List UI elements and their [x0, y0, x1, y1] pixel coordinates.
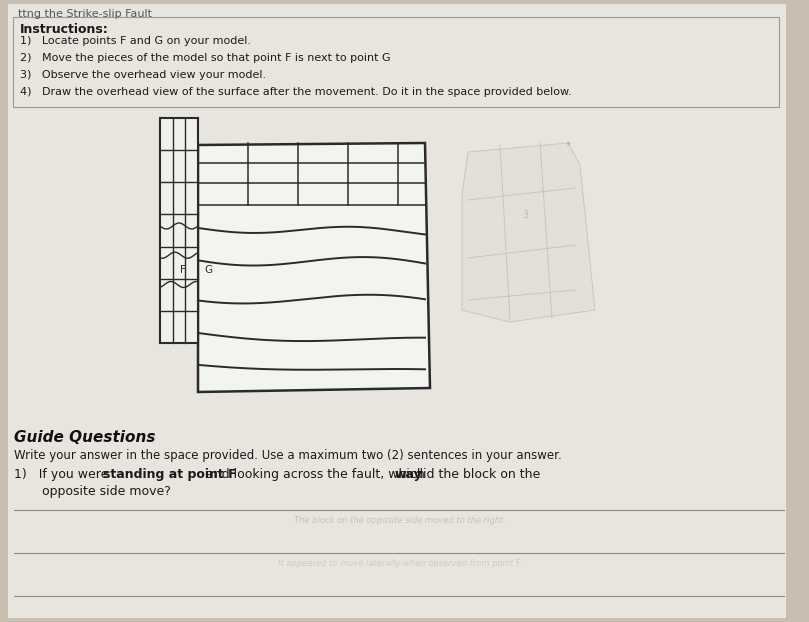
Text: and looking across the fault, which: and looking across the fault, which	[202, 468, 429, 481]
FancyBboxPatch shape	[13, 17, 779, 107]
Text: G: G	[204, 265, 212, 275]
Text: 3: 3	[522, 210, 528, 220]
Text: It appeared to move laterally when observed from point F.: It appeared to move laterally when obser…	[277, 559, 523, 568]
Text: The block on the opposite side moved to the right.: The block on the opposite side moved to …	[294, 516, 506, 525]
FancyBboxPatch shape	[160, 118, 198, 343]
Text: 4)   Draw the overhead view of the surface after the movement. Do it in the spac: 4) Draw the overhead view of the surface…	[20, 87, 572, 97]
Polygon shape	[198, 143, 430, 392]
Text: ttng the Strike-slip Fault: ttng the Strike-slip Fault	[18, 9, 152, 19]
Text: Instructions:: Instructions:	[20, 23, 108, 36]
Text: 1)   If you were: 1) If you were	[14, 468, 112, 481]
FancyBboxPatch shape	[8, 110, 786, 410]
Text: 1)   Locate points F and G on your model.: 1) Locate points F and G on your model.	[20, 36, 251, 46]
Text: way: way	[395, 468, 423, 481]
Text: 2)   Move the pieces of the model so that point F is next to point G: 2) Move the pieces of the model so that …	[20, 53, 391, 63]
Polygon shape	[462, 143, 595, 322]
Text: did the block on the: did the block on the	[411, 468, 540, 481]
FancyBboxPatch shape	[8, 4, 786, 618]
Text: Guide Questions: Guide Questions	[14, 430, 155, 445]
Text: F: F	[180, 265, 186, 275]
Text: standing at point F: standing at point F	[103, 468, 236, 481]
Text: Write your answer in the space provided. Use a maximum two (2) sentences in your: Write your answer in the space provided.…	[14, 449, 561, 462]
Text: opposite side move?: opposite side move?	[14, 485, 171, 498]
Text: 3)   Observe the overhead view your model.: 3) Observe the overhead view your model.	[20, 70, 266, 80]
